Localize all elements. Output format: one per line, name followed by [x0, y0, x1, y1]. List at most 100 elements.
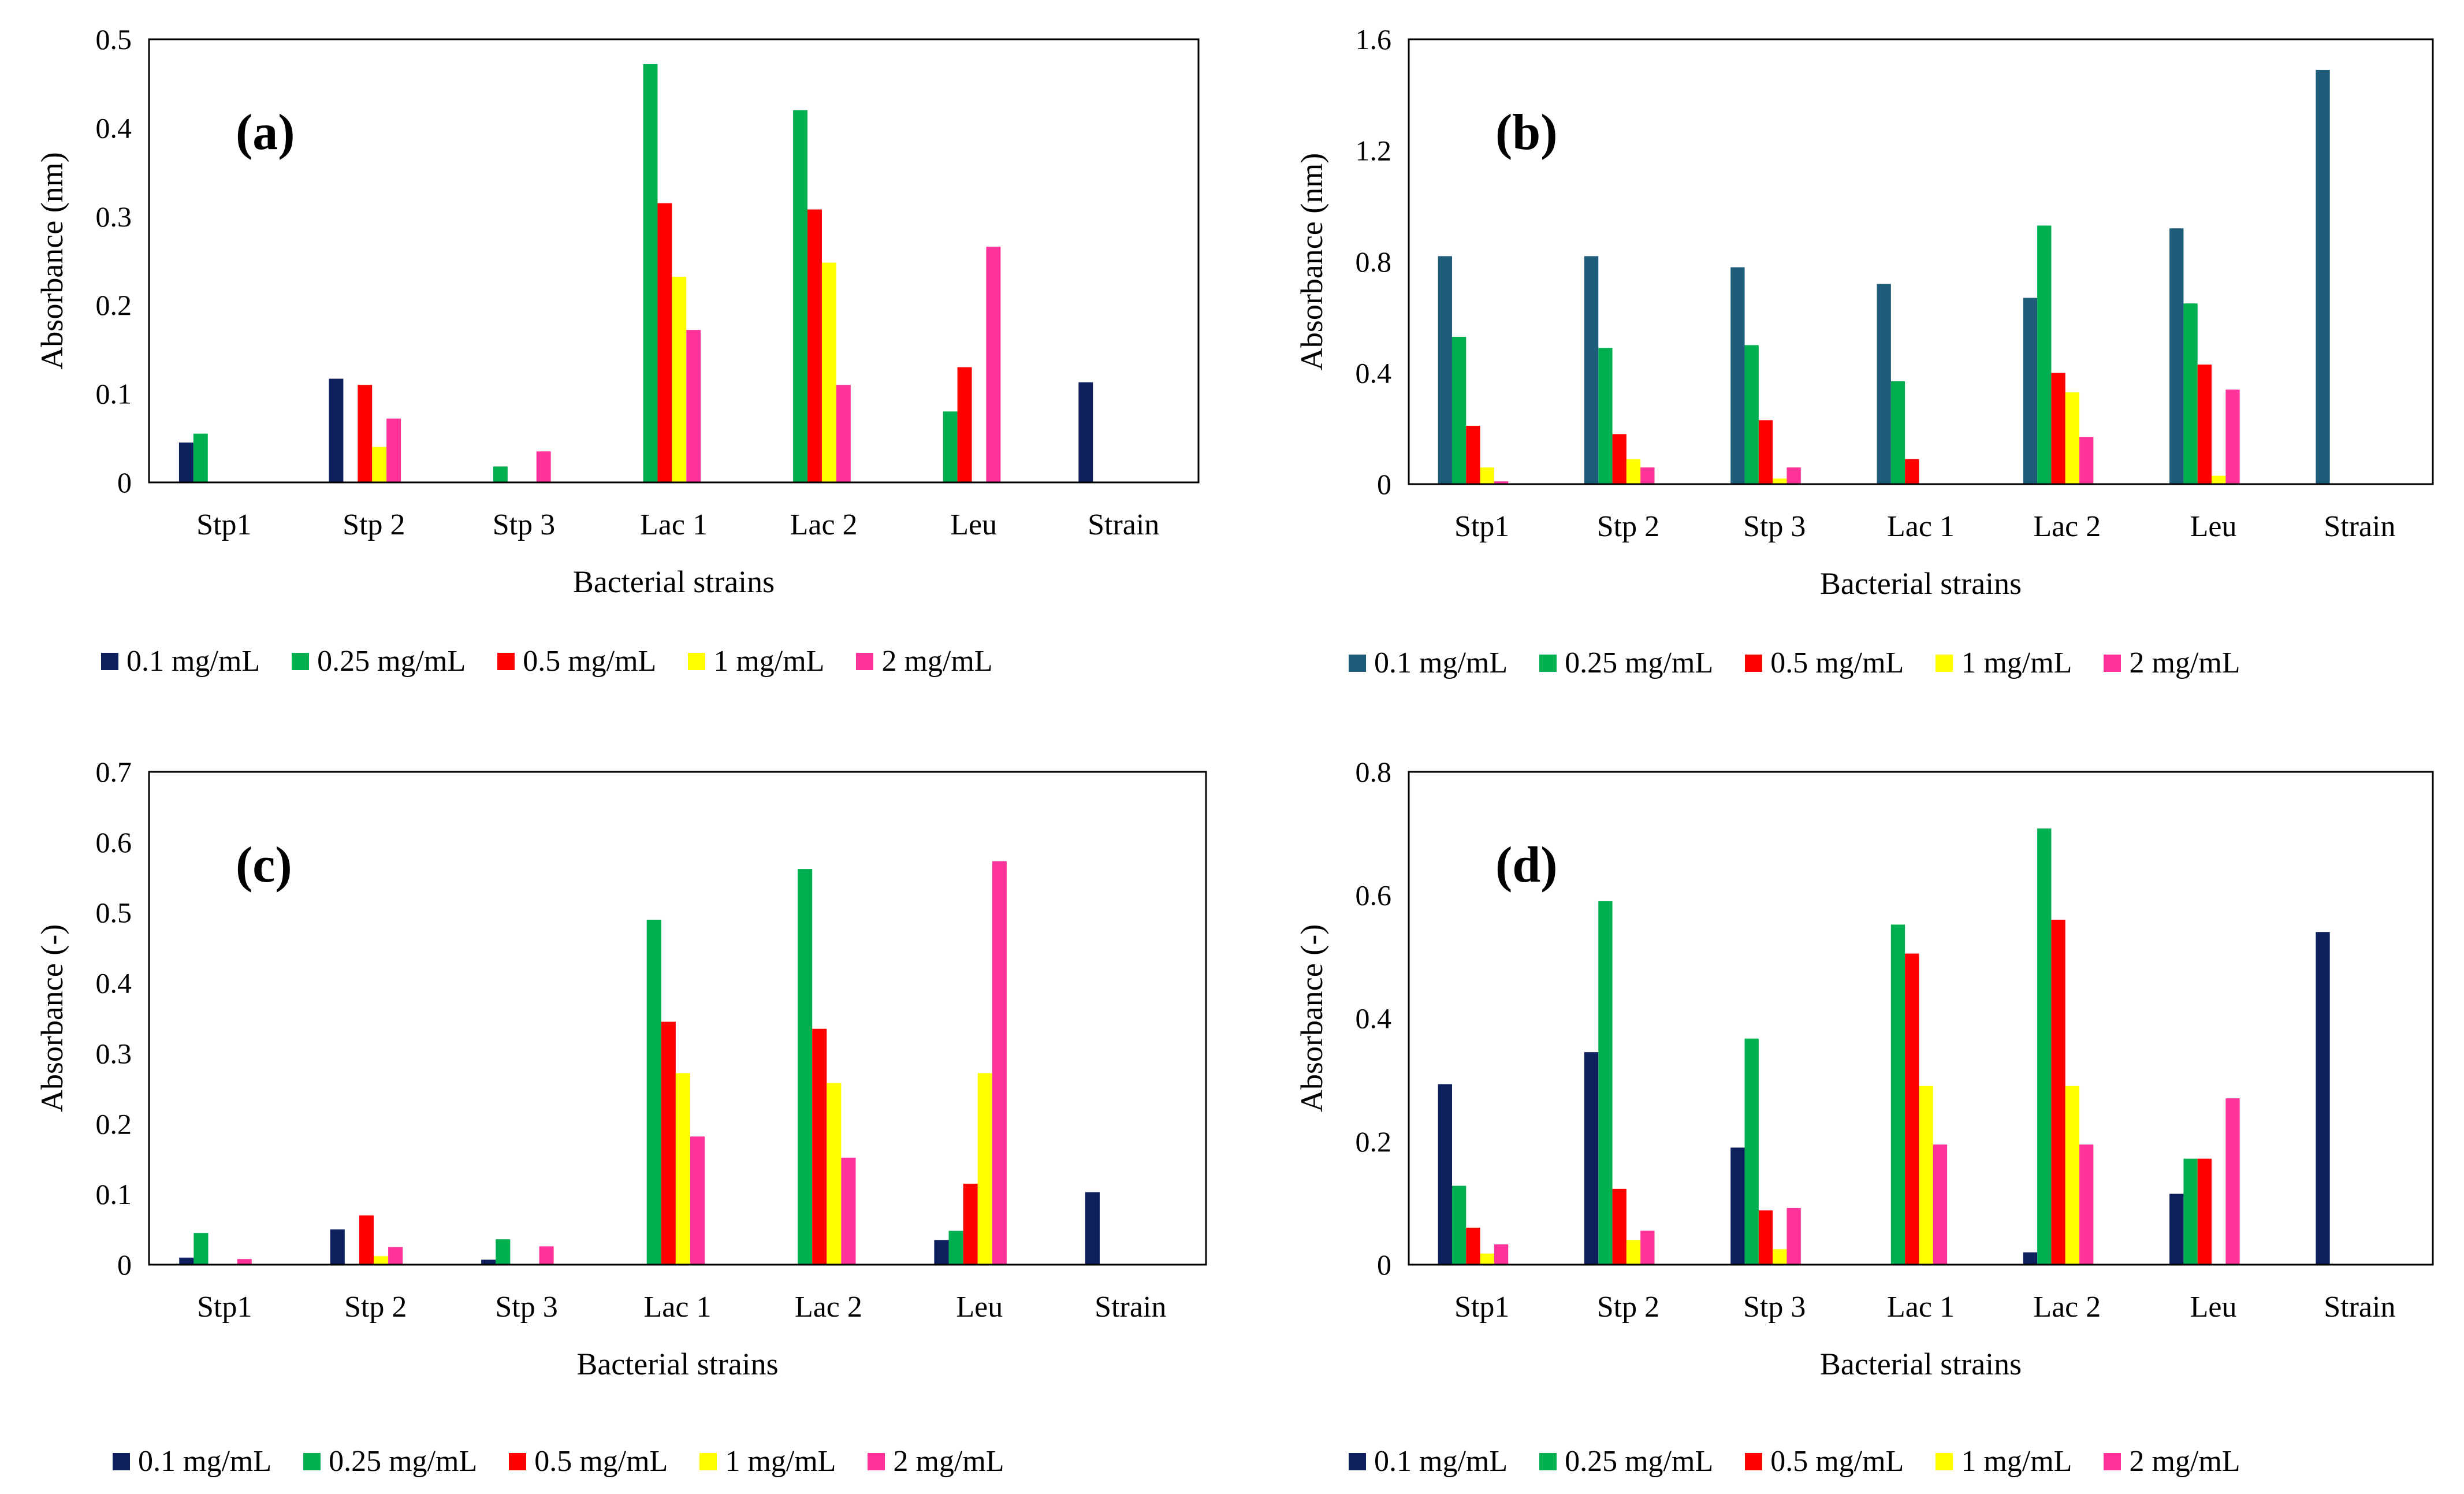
bar-leu-series-1 — [2169, 1194, 2184, 1265]
y-axis-title: Absorbance (nm) — [35, 152, 69, 369]
bar-stp1-series-5 — [1494, 1244, 1509, 1265]
bar-stp3-series-5 — [539, 1246, 554, 1265]
y-tick-label: 0 — [1377, 1248, 1391, 1281]
bar-lac1-series-1 — [1877, 284, 1891, 484]
bar-lac2-series-2 — [793, 110, 808, 483]
legend-label: 2 mg/mL — [2129, 1445, 2240, 1478]
x-tick-label: Lac 2 — [2033, 1291, 2101, 1324]
bar-stp1-series-5 — [1494, 481, 1509, 484]
bar-leu-series-1 — [2169, 228, 2184, 484]
bar-stp1-series-5 — [237, 1259, 252, 1265]
x-tick-label: Lac 1 — [1887, 1291, 1955, 1324]
legend-label: 1 mg/mL — [1961, 646, 2072, 679]
legend-item: 1 mg/mL — [1936, 646, 2072, 680]
y-axis-title: Absorbance (-) — [1294, 924, 1329, 1112]
bar-stp2-series-3 — [358, 385, 373, 482]
bar-lac1-series-3 — [657, 203, 672, 482]
bar-leu-series-2 — [2183, 303, 2198, 484]
legend-item: 0.25 mg/mL — [1539, 1444, 1713, 1478]
bar-stp1-series-3 — [1466, 1228, 1480, 1265]
legend-label: 0.5 mg/mL — [534, 1445, 668, 1478]
legend-swatch — [1539, 654, 1557, 672]
bar-leu-series-2 — [2183, 1158, 2198, 1265]
x-tick-label: Stp1 — [197, 1291, 252, 1324]
legend-label: 0.25 mg/mL — [1565, 646, 1714, 679]
legend-item: 0.5 mg/mL — [1745, 1444, 1904, 1478]
y-tick-label: 0.4 — [96, 112, 132, 144]
bar-lac2-series-5 — [2079, 1144, 2094, 1265]
bar-stp1-series-2 — [1451, 1185, 1467, 1265]
x-tick-label: Leu — [2190, 510, 2237, 543]
x-axis-title: Bacterial strains — [1820, 1347, 2022, 1381]
bar-lac2-series-1 — [2023, 298, 2038, 484]
bar-leu-series-5 — [986, 246, 1001, 482]
bar-stp1-series-1 — [1438, 1084, 1452, 1265]
bar-stp2-series-4 — [372, 447, 387, 482]
bar-lac1-series-3 — [661, 1021, 676, 1265]
x-tick-label: Stp 2 — [1597, 1291, 1659, 1324]
legend-item: 0.5 mg/mL — [1745, 646, 1904, 680]
y-tick-label: 0.2 — [96, 289, 132, 321]
bar-leu-series-1 — [934, 1240, 949, 1265]
x-tick-label: Lac 2 — [795, 1291, 862, 1324]
y-tick-label: 0.4 — [1356, 1002, 1392, 1035]
bar-lac2-series-2 — [798, 869, 813, 1265]
bar-lac1-series-2 — [646, 919, 661, 1265]
bar-stp2-series-5 — [1640, 467, 1655, 484]
bar-lac1-series-5 — [686, 330, 701, 482]
bar-stp2-series-3 — [1612, 434, 1626, 484]
y-tick-label: 0.1 — [96, 1178, 132, 1210]
chart-svg-a: 0 0.1 0.2 0.3 0.4 0.5 Stp1 Stp 2 Stp 3 Lac 1 Lac 2… — [35, 23, 1200, 599]
legend-item: 1 mg/mL — [699, 1444, 836, 1478]
legend-item: 2 mg/mL — [856, 644, 993, 678]
bar-leu-series-3 — [957, 367, 972, 482]
x-axis-title: Bacterial strains — [573, 564, 775, 599]
y-tick-label: 0.1 — [96, 378, 132, 410]
bar-stp2-series-4 — [1626, 459, 1641, 484]
legend-label: 2 mg/mL — [893, 1445, 1004, 1478]
bar-leu-series-5 — [2225, 389, 2240, 484]
x-tick-label: Strain — [2324, 510, 2395, 543]
bar-lac2-series-3 — [2051, 919, 2065, 1265]
legend-swatch — [303, 1452, 321, 1470]
bar-leu-series-2 — [943, 411, 958, 482]
legend-label: 1 mg/mL — [725, 1445, 836, 1478]
x-tick-label: Leu — [956, 1291, 1003, 1324]
bar-stp1-series-3 — [1466, 425, 1480, 484]
bar-stp3-series-1 — [1730, 267, 1745, 484]
legend-label: 0.1 mg/mL — [1374, 1445, 1508, 1478]
legend-swatch — [509, 1452, 527, 1470]
legend-label: 0.5 mg/mL — [523, 645, 657, 678]
bar-stp1-series-4 — [1480, 467, 1494, 484]
legend-swatch — [856, 652, 874, 670]
bar-stp3-series-4 — [1773, 1249, 1787, 1265]
legend-swatch — [497, 652, 515, 670]
chart-panel-c: 0 0.1 0.2 0.3 0.4 0.5 0.6 0.7 Stp1 Stp 2 Stp 3 Lac … — [0, 747, 1232, 1494]
y-tick-label: 0.4 — [96, 967, 132, 999]
bar-lac1-series-4 — [675, 1073, 690, 1265]
bar-lac1-series-5 — [1933, 1144, 1948, 1265]
bar-lac2-series-3 — [807, 209, 822, 482]
legend-swatch — [1745, 1452, 1763, 1470]
bar-stp2-series-2 — [1598, 348, 1613, 484]
y-tick-label: 0 — [117, 466, 132, 499]
y-tick-label: 0.5 — [96, 23, 132, 55]
bar-stp2-series-1 — [329, 378, 344, 482]
bar-strain-series-1 — [1085, 1192, 1100, 1265]
legend-label: 1 mg/mL — [713, 645, 825, 678]
bar-lac2-series-4 — [821, 262, 836, 482]
bar-stp1-series-1 — [179, 1257, 194, 1265]
legend-swatch — [868, 1452, 885, 1470]
legend-swatch — [292, 652, 310, 670]
legend-swatch — [2104, 654, 2121, 672]
bar-lac1-series-3 — [1905, 953, 1919, 1265]
legend-label: 0.1 mg/mL — [126, 645, 260, 678]
y-tick-label: 0.6 — [96, 826, 132, 859]
x-tick-label: Stp 2 — [344, 1291, 407, 1324]
bar-lac1-series-4 — [672, 277, 687, 482]
x-tick-label: Stp 2 — [343, 508, 405, 541]
bar-lac1-series-5 — [690, 1136, 705, 1265]
x-tick-label: Stp 3 — [1743, 1291, 1806, 1324]
chart-panel-d: 0 0.2 0.4 0.6 0.8 Stp1 Stp 2 Stp 3 Lac 1 Lac 2 Leu… — [1232, 747, 2464, 1494]
chart-panel-a: 0 0.1 0.2 0.3 0.4 0.5 Stp1 Stp 2 Stp 3 Lac 1 Lac 2… — [0, 0, 1232, 747]
